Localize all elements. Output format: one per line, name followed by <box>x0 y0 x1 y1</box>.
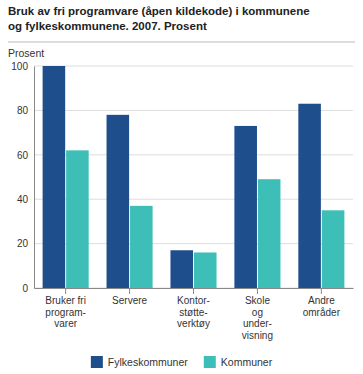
x-tick-label-line: visning <box>242 330 273 341</box>
bar <box>194 252 217 288</box>
x-tick: Andreområder <box>303 288 341 318</box>
x-tick-label: Bruker friprogram-varer <box>45 295 86 329</box>
chart-svg: Bruk av fri programvare (åpen kildekode)… <box>0 0 363 374</box>
legend-item: Fylkeskommuner <box>91 356 188 368</box>
x-tick-label: Servere <box>112 295 147 306</box>
bar <box>298 104 321 288</box>
y-tick: 60 <box>17 150 34 161</box>
chart-container: Bruk av fri programvare (åpen kildekode)… <box>0 0 363 374</box>
y-tick-label: 40 <box>17 194 29 205</box>
bar <box>258 179 281 288</box>
bar <box>170 250 193 288</box>
legend-label: Kommuner <box>221 356 273 368</box>
legend: Fylkeskommuner Kommuner <box>91 356 273 368</box>
y-tick-label: 60 <box>17 150 29 161</box>
plot: Bruker friprogram-varer Servere Kontor-stø… <box>11 61 353 341</box>
y-tick-label: 100 <box>11 61 28 72</box>
x-tick: Skoleogunder-visning <box>242 288 273 341</box>
x-tick-label: Kontor-støtte-verktøy <box>177 295 210 329</box>
bar <box>234 126 257 288</box>
y-tick: 80 <box>17 105 34 116</box>
x-tick-mark <box>129 288 130 294</box>
y-tick-label: 80 <box>17 105 29 116</box>
x-tick-mark <box>193 288 194 294</box>
grid-line <box>34 66 353 67</box>
x-tick-label-line: under- <box>243 318 272 329</box>
title: Bruk av fri programvare (åpen kildekode)… <box>8 5 310 32</box>
bar <box>107 115 130 288</box>
legend-item: Kommuner <box>204 356 273 368</box>
bar-series <box>66 150 344 288</box>
x-tick-label-line: områder <box>303 307 341 318</box>
x-tick-label-line: Servere <box>112 295 147 306</box>
grid <box>34 66 353 288</box>
bar <box>322 210 345 288</box>
x-tick-label-line: støtte- <box>179 307 207 318</box>
bar <box>43 66 66 288</box>
y-tick: 0 <box>22 283 34 294</box>
x-tick-label-line: Skole <box>245 295 270 306</box>
x-tick: Kontor-støtte-verktøy <box>177 288 210 329</box>
y-tick: 40 <box>17 194 34 205</box>
x-tick: Servere <box>112 288 147 306</box>
bar <box>66 150 89 288</box>
x-tick-mark <box>65 288 66 294</box>
bar-series <box>43 66 321 288</box>
title-line: og fylkeskommunene. 2007. Prosent <box>8 20 207 32</box>
x-tick-mark <box>257 288 258 294</box>
bar <box>130 206 153 288</box>
x-tick-label: Andreområder <box>303 295 341 318</box>
y-axis-line <box>34 67 35 289</box>
x-tick-mark <box>321 288 322 294</box>
legend-swatch <box>204 356 216 368</box>
bars <box>43 66 345 288</box>
y-tick: 100 <box>11 61 34 72</box>
x-tick-label-line: Kontor- <box>177 295 210 306</box>
title-rule <box>8 42 355 43</box>
x-tick-label-line: program- <box>45 307 86 318</box>
x-tick-label-line: Andre <box>308 295 335 306</box>
y-axis: 0 20 40 60 80 100 <box>11 61 34 294</box>
x-tick-label-line: verktøy <box>177 318 210 329</box>
x-tick: Bruker friprogram-varer <box>45 288 86 329</box>
x-tick-label-line: varer <box>54 318 77 329</box>
y-tick: 20 <box>17 238 34 249</box>
x-axis: Bruker friprogram-varer Servere Kontor-stø… <box>35 288 354 341</box>
legend-label: Fylkeskommuner <box>108 356 188 368</box>
x-tick-label-line: og <box>252 307 263 318</box>
legend-swatch <box>91 356 103 368</box>
y-axis-label: Prosent <box>8 47 44 59</box>
y-tick-label: 0 <box>22 283 28 294</box>
title-line: Bruk av fri programvare (åpen kildekode)… <box>8 5 310 17</box>
x-tick-label: Skoleogunder-visning <box>242 295 273 341</box>
x-tick-label-line: Bruker fri <box>45 295 86 306</box>
y-tick-label: 20 <box>17 238 29 249</box>
